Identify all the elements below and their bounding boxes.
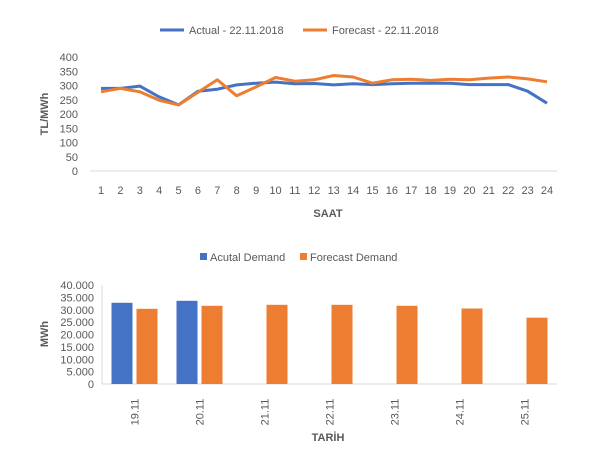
x-tick-label: 2 <box>117 185 123 197</box>
x-tick-label: 14 <box>347 185 359 197</box>
series-line-forecast <box>100 74 548 107</box>
x-tick-label: 5 <box>176 185 182 197</box>
x-tick-label: 3 <box>137 185 143 197</box>
bar-forecast-demand <box>201 305 223 384</box>
y-tick-label: 200 <box>60 109 78 121</box>
x-tick-label: 21.11 <box>260 399 272 426</box>
y-axis-title: TL/MWh <box>39 92 51 135</box>
y-tick-label: 40.000 <box>60 280 94 292</box>
y-tick-label: 25.000 <box>60 317 94 329</box>
y-tick-label: 0 <box>72 166 78 178</box>
x-tick-label: 23.11 <box>390 399 402 426</box>
bar-forecast-demand <box>396 305 418 384</box>
bar-forecast-demand <box>266 304 288 384</box>
legend-swatch-forecast-demand <box>300 253 307 260</box>
x-tick-label: 21 <box>483 185 495 197</box>
x-tick-label: 11 <box>289 185 300 197</box>
x-tick-label: 20 <box>463 185 475 197</box>
x-tick-label: 22 <box>502 185 514 197</box>
y-tick-label: 300 <box>60 81 78 93</box>
legend-label-forecast-demand: Forecast Demand <box>310 252 397 264</box>
x-tick-label: 16 <box>386 185 398 197</box>
x-tick-label: 8 <box>234 185 240 197</box>
bar-actual-demand <box>176 300 198 384</box>
x-tick-label: 4 <box>156 185 162 197</box>
y-tick-label: 400 <box>60 52 78 64</box>
y-axis-title: MWh <box>39 321 51 348</box>
y-tick-label: 150 <box>60 123 78 135</box>
y-tick-label: 20.000 <box>60 330 94 342</box>
x-tick-label: 24.11 <box>455 399 467 426</box>
x-tick-label: 9 <box>253 185 259 197</box>
x-tick-label: 22.11 <box>325 399 337 426</box>
x-tick-label: 13 <box>328 185 340 197</box>
y-tick-label: 15.000 <box>60 342 94 354</box>
x-tick-label: 17 <box>405 185 417 197</box>
y-tick-label: 10.000 <box>60 354 94 366</box>
x-tick-label: 19.11 <box>130 399 142 426</box>
y-tick-label: 5.000 <box>66 367 94 379</box>
x-tick-label: 24 <box>541 185 553 197</box>
x-axis-title: SAAT <box>313 208 342 220</box>
bar-actual-demand <box>111 302 133 384</box>
x-tick-label: 7 <box>214 185 220 197</box>
legend-swatch-actual-demand <box>200 253 207 260</box>
y-tick-label: 50 <box>66 152 78 164</box>
x-tick-label: 6 <box>195 185 201 197</box>
x-tick-label: 23 <box>521 185 533 197</box>
x-tick-label: 10 <box>269 185 281 197</box>
y-tick-label: 0 <box>88 379 94 391</box>
legend-label-actual: Actual - 22.11.2018 <box>189 25 284 37</box>
y-tick-label: 35.000 <box>60 292 94 304</box>
bar-forecast-demand <box>461 308 483 384</box>
legend-label-actual-demand: Acutal Demand <box>210 252 285 264</box>
bar-forecast-demand <box>136 308 158 384</box>
x-axis-title: TARİH <box>312 431 345 444</box>
y-tick-label: 350 <box>60 66 78 78</box>
x-tick-label: 19 <box>444 185 456 197</box>
y-tick-label: 250 <box>60 95 78 107</box>
bar-forecast-demand <box>331 304 353 384</box>
legend-label-forecast: Forecast - 22.11.2018 <box>332 25 439 37</box>
x-tick-label: 1 <box>98 185 104 197</box>
x-tick-label: 20.11 <box>195 399 207 426</box>
x-tick-label: 18 <box>425 185 437 197</box>
x-tick-label: 15 <box>366 185 378 197</box>
x-tick-label: 12 <box>308 185 320 197</box>
bar-forecast-demand <box>526 317 548 384</box>
y-tick-label: 30.000 <box>60 305 94 317</box>
x-tick-label: 25.11 <box>520 399 532 426</box>
y-tick-label: 100 <box>60 138 78 150</box>
